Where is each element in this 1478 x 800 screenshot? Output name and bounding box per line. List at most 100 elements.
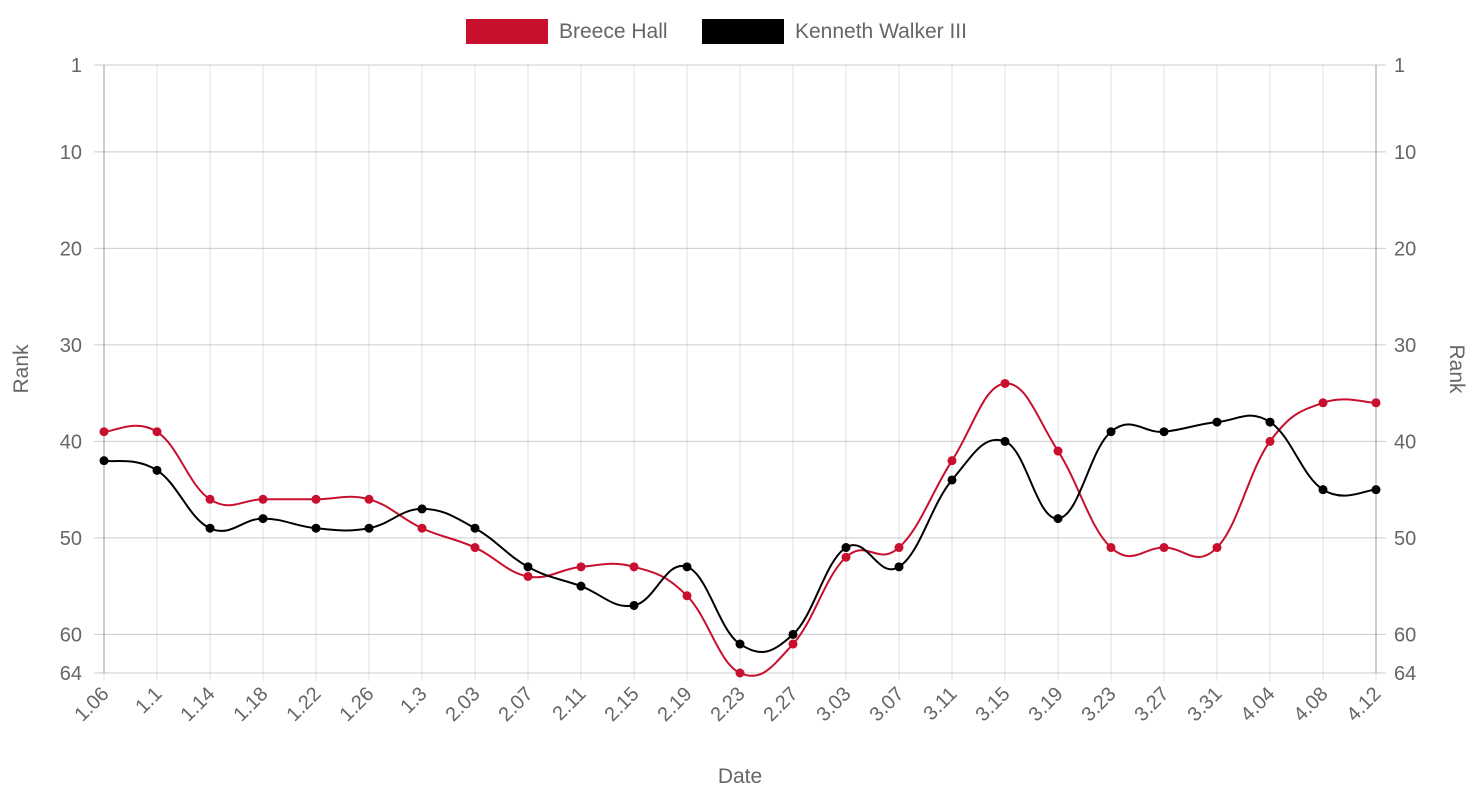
x-tick-label: 4.08 — [1289, 683, 1332, 726]
series-breece-hall — [99, 378, 1381, 678]
series-line — [103, 414, 1377, 653]
y-tick-label-right: 40 — [1394, 431, 1416, 453]
x-tick-label: 1.26 — [335, 683, 378, 726]
x-tick-label: 4.04 — [1236, 683, 1279, 726]
y-tick-label: 60 — [60, 624, 82, 646]
grid — [94, 64, 1386, 681]
y-tick-label: 30 — [60, 335, 82, 357]
data-point — [629, 600, 639, 610]
data-point — [470, 523, 480, 533]
data-point — [311, 494, 321, 504]
y-axis-title-right: Rank — [1445, 344, 1468, 394]
x-axis-title: Date — [718, 765, 762, 788]
data-point — [1318, 485, 1328, 495]
y-tick-label-right: 10 — [1394, 142, 1416, 164]
x-tick-label: 2.07 — [494, 683, 537, 726]
legend-swatch — [702, 19, 784, 44]
data-point — [1159, 427, 1169, 437]
x-tick-label: 2.11 — [548, 683, 590, 725]
data-point — [788, 639, 798, 649]
x-tick-label: 3.07 — [865, 683, 908, 726]
x-tick-label: 3.31 — [1183, 683, 1226, 726]
y-tick-label-right: 60 — [1394, 624, 1416, 646]
y-tick-label: 20 — [60, 238, 82, 260]
data-point — [682, 591, 692, 601]
data-point — [576, 562, 586, 572]
data-point — [1265, 417, 1275, 427]
series-kenneth-walker-iii — [99, 414, 1381, 653]
x-tick-label: 1.22 — [282, 683, 325, 726]
x-tick-label: 2.23 — [706, 683, 749, 726]
data-point — [1000, 436, 1010, 446]
data-point — [1000, 378, 1010, 388]
data-point — [152, 465, 162, 475]
x-tick-label: 3.15 — [971, 683, 1014, 726]
legend-swatch — [466, 19, 548, 44]
x-tick-label: 4.12 — [1342, 683, 1385, 726]
data-point — [1318, 398, 1328, 408]
x-axis: 1.06 1.1 1.14 1.18 1.22 1.26 1.3 2.03 2.07 2.11 2.… — [70, 683, 1385, 726]
data-point — [841, 552, 851, 562]
data-point — [788, 629, 798, 639]
data-point — [1371, 485, 1381, 495]
x-tick-label: 2.15 — [600, 683, 643, 726]
data-point — [947, 475, 957, 485]
data-point — [1106, 543, 1116, 553]
y-tick-label-right: 1 — [1394, 55, 1405, 77]
y-axis-title-left: Rank — [10, 344, 33, 394]
data-point — [576, 581, 586, 591]
x-tick-label: 1.18 — [229, 683, 272, 726]
data-point — [99, 427, 109, 437]
x-tick-label: 2.03 — [441, 683, 484, 726]
data-point — [364, 523, 374, 533]
data-point — [470, 543, 480, 553]
y-axis-right: 1 10 20 30 40 50 60 64 — [1394, 55, 1416, 685]
data-point — [1212, 417, 1222, 427]
legend-label: Kenneth Walker III — [795, 20, 967, 43]
y-tick-label: 10 — [60, 142, 82, 164]
data-point — [894, 562, 904, 572]
data-point — [523, 562, 533, 572]
data-point — [841, 543, 851, 553]
data-point — [417, 504, 427, 514]
data-point — [894, 543, 904, 553]
legend-label: Breece Hall — [559, 20, 668, 43]
legend[interactable]: Breece Hall Kenneth Walker III — [466, 19, 967, 44]
data-point — [947, 456, 957, 466]
data-point — [1053, 514, 1063, 524]
y-tick-label-right: 50 — [1394, 528, 1416, 550]
x-tick-label: 3.19 — [1024, 683, 1067, 726]
data-point — [735, 668, 745, 678]
data-point — [1159, 543, 1169, 553]
data-point — [735, 639, 745, 649]
y-axis-left: 1 10 20 30 40 50 60 64 — [60, 55, 82, 685]
data-point — [311, 523, 321, 533]
data-point — [629, 562, 639, 572]
data-point — [523, 571, 533, 581]
x-tick-label: 3.23 — [1077, 683, 1120, 726]
data-point — [205, 523, 215, 533]
y-tick-label: 1 — [71, 55, 82, 77]
data-point — [682, 562, 692, 572]
data-point — [417, 523, 427, 533]
data-point — [1053, 446, 1063, 456]
data-point — [1265, 436, 1275, 446]
data-point — [258, 514, 268, 524]
data-point — [99, 456, 109, 466]
data-point — [1371, 398, 1381, 408]
y-tick-label-right: 30 — [1394, 335, 1416, 357]
y-tick-label-right: 20 — [1394, 238, 1416, 260]
series-lines — [99, 378, 1381, 678]
data-point — [364, 494, 374, 504]
y-tick-label: 64 — [60, 663, 82, 685]
data-point — [152, 427, 162, 437]
data-point — [1106, 427, 1116, 437]
y-tick-label-right: 64 — [1394, 663, 1416, 685]
data-point — [1212, 543, 1222, 553]
x-tick-label: 2.19 — [653, 683, 696, 726]
x-tick-label: 3.11 — [919, 683, 961, 725]
y-tick-label: 50 — [60, 528, 82, 550]
x-tick-label: 3.03 — [812, 683, 855, 726]
x-tick-label: 1.3 — [396, 683, 431, 718]
